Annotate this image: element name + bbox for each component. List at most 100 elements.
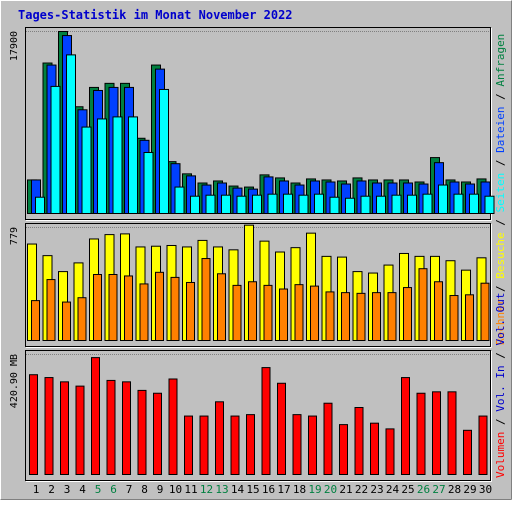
right-legend-lower: Volumen / Vol. In / Vol. Out [494, 293, 507, 478]
bar-bottom-volumen-day-27 [432, 391, 441, 476]
legend-rechner: Rechner [494, 298, 507, 345]
legend-separator: / [494, 213, 507, 233]
bar-middle-rechner-day-15 [248, 281, 257, 342]
bar-middle-rechner-day-2 [46, 279, 56, 342]
bar-bottom-volumen-day-1 [29, 374, 38, 476]
bar-middle-rechner-day-18 [294, 284, 304, 342]
x-tick-label-day-12: 12 [200, 483, 213, 496]
legend-separator: / [494, 87, 507, 107]
bar-top-seiten-day-3 [66, 54, 76, 215]
bar-bottom-volumen-day-7 [122, 381, 131, 475]
x-tick-label-day-19: 19 [308, 483, 321, 496]
x-tick-label-day-28: 28 [448, 483, 461, 496]
x-tick-label-day-26: 26 [417, 483, 430, 496]
y-max-label: 17900 [9, 31, 20, 61]
bar-bottom-volumen-day-30 [478, 415, 488, 475]
bar-bottom-volumen-day-16 [261, 367, 271, 475]
bar-bottom-volumen-day-29 [463, 429, 472, 476]
right-legend-upper: Rechner / Besuche / Seiten / Dateien / A… [494, 34, 507, 345]
bar-middle-rechner-day-5 [93, 273, 102, 341]
x-tick-label-day-16: 16 [262, 483, 275, 496]
bar-middle-rechner-day-3 [62, 301, 71, 341]
bar-middle-rechner-day-10 [170, 276, 180, 341]
bar-bottom-volumen-day-5 [91, 357, 100, 476]
bar-top-seiten-day-20 [329, 196, 340, 214]
bar-middle-rechner-day-16 [263, 284, 273, 342]
panel-top: 17900 [9, 27, 495, 221]
bar-bottom-volumen-day-22 [354, 407, 364, 475]
bar-middle-rechner-day-22 [356, 292, 366, 342]
bar-bottom-volumen-day-11 [184, 415, 193, 475]
legend-vol-out: Vol. Out [494, 293, 507, 346]
bar-middle-rechner-day-28 [449, 295, 459, 342]
panel-frame [25, 223, 491, 347]
chart-title: Tages-Statistik im Monat November 2022 [18, 8, 293, 22]
panel-bottom: 420.90 MB [9, 350, 492, 482]
bar-top-seiten-day-7 [128, 116, 138, 214]
bar-middle-rechner-day-19 [310, 285, 319, 341]
bar-top-seiten-day-30 [484, 195, 495, 215]
bar-top-seiten-day-17 [283, 193, 293, 214]
bar-middle-rechner-day-11 [186, 281, 195, 342]
bar-bottom-volumen-day-10 [168, 378, 178, 476]
bar-bottom-volumen-day-14 [230, 415, 240, 475]
bar-middle-rechner-day-30 [480, 282, 490, 341]
bar-middle-rechner-day-14 [232, 284, 242, 342]
bar-middle-rechner-day-29 [465, 294, 474, 341]
bar-top-seiten-day-25 [407, 194, 417, 214]
bar-middle-rechner-day-21 [341, 292, 350, 342]
x-tick-label-day-11: 11 [184, 483, 197, 496]
bar-top-seiten-day-18 [298, 194, 309, 214]
bar-top-seiten-day-28 [453, 193, 464, 214]
x-tick-label-day-15: 15 [246, 483, 259, 496]
x-tick-label-day-6: 6 [110, 483, 117, 496]
x-tick-label-day-29: 29 [463, 483, 476, 496]
legend-vol-in: Vol. In [494, 365, 507, 411]
x-tick-label-day-10: 10 [169, 483, 182, 496]
bar-top-seiten-day-14 [236, 195, 247, 215]
x-tick-label-day-27: 27 [432, 483, 445, 496]
bar-top-seiten-day-16 [267, 193, 278, 214]
bar-top-seiten-day-8 [143, 151, 154, 214]
bar-middle-rechner-day-24 [387, 292, 397, 342]
legend-separator: / [494, 346, 507, 366]
bar-middle-rechner-day-1 [31, 300, 40, 341]
bar-top-seiten-day-10 [174, 186, 185, 214]
x-tick-label-day-3: 3 [64, 483, 71, 496]
x-tick-label-day-25: 25 [401, 483, 414, 496]
x-tick-label-day-22: 22 [355, 483, 368, 496]
bar-bottom-volumen-day-18 [292, 414, 302, 475]
x-tick-label-day-20: 20 [324, 483, 337, 496]
legend-besuche: Besuche [494, 232, 507, 278]
legend-separator: / [494, 153, 507, 173]
x-tick-label-day-4: 4 [79, 483, 86, 496]
bar-bottom-volumen-day-8 [137, 389, 147, 475]
x-tick-label-day-7: 7 [126, 483, 133, 496]
x-tick-label-day-14: 14 [231, 483, 245, 496]
bar-bottom-volumen-day-21 [339, 424, 348, 475]
legend-volumen: Volumen [494, 432, 507, 478]
bar-top-seiten-day-1 [35, 196, 45, 214]
x-tick-label-day-5: 5 [95, 483, 102, 496]
bar-bottom-volumen-day-23 [370, 422, 379, 475]
bar-top-seiten-day-6 [112, 116, 123, 214]
bar-middle-rechner-day-25 [403, 287, 412, 342]
x-tick-label-day-1: 1 [33, 483, 40, 496]
legend-separator: / [494, 412, 507, 432]
bar-top-seiten-day-9 [159, 88, 169, 214]
bar-top-seiten-day-19 [314, 193, 324, 214]
bar-middle-rechner-day-4 [77, 297, 87, 341]
x-tick-label-day-24: 24 [386, 483, 400, 496]
x-tick-label-day-18: 18 [293, 483, 306, 496]
bar-middle-rechner-day-17 [279, 288, 288, 341]
bar-bottom-volumen-day-17 [277, 382, 286, 476]
bar-bottom-volumen-day-28 [447, 391, 457, 476]
bar-middle-rechner-day-23 [372, 292, 381, 342]
bar-top-seiten-day-29 [469, 193, 479, 214]
bar-bottom-volumen-day-9 [153, 392, 162, 475]
bar-top-seiten-day-21 [345, 197, 355, 214]
bar-top-seiten-day-27 [438, 184, 448, 215]
x-tick-label-day-8: 8 [141, 483, 148, 496]
panel-middle: 779 [9, 223, 492, 348]
